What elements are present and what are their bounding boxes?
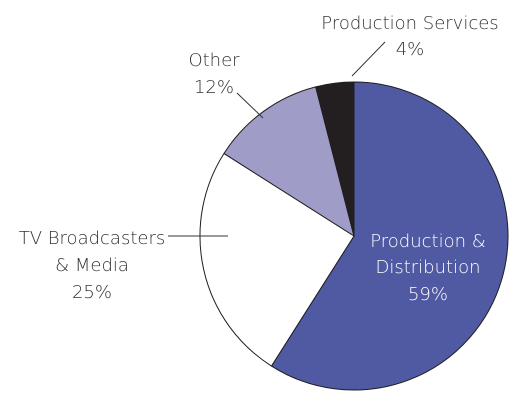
- slice-label-tv-media-line1: TV Broadcasters: [19, 228, 166, 249]
- slice-label-prod-serv: Production Services 4%: [321, 13, 498, 60]
- slice-label-prod-dist-line1: Production &: [370, 231, 486, 252]
- slice-value-prod-dist: 59%: [408, 284, 448, 305]
- slice-label-prod-dist-line2: Distribution: [375, 257, 480, 278]
- slice-value-prod-serv: 4%: [396, 39, 425, 60]
- slice-label-other: Other 12%: [188, 50, 240, 98]
- slice-label-tv-media: TV Broadcasters & Media 25%: [19, 228, 166, 303]
- slice-label-tv-media-line2: & Media: [55, 255, 129, 276]
- slice-label-other-line1: Other: [188, 50, 240, 71]
- slice-value-other: 12%: [194, 77, 234, 98]
- slice-value-tv-media: 25%: [72, 282, 112, 303]
- leader-line-other: [237, 93, 263, 118]
- leader-line-prod-serv: [352, 42, 385, 76]
- slice-label-prod-serv-line1: Production Services: [321, 13, 498, 34]
